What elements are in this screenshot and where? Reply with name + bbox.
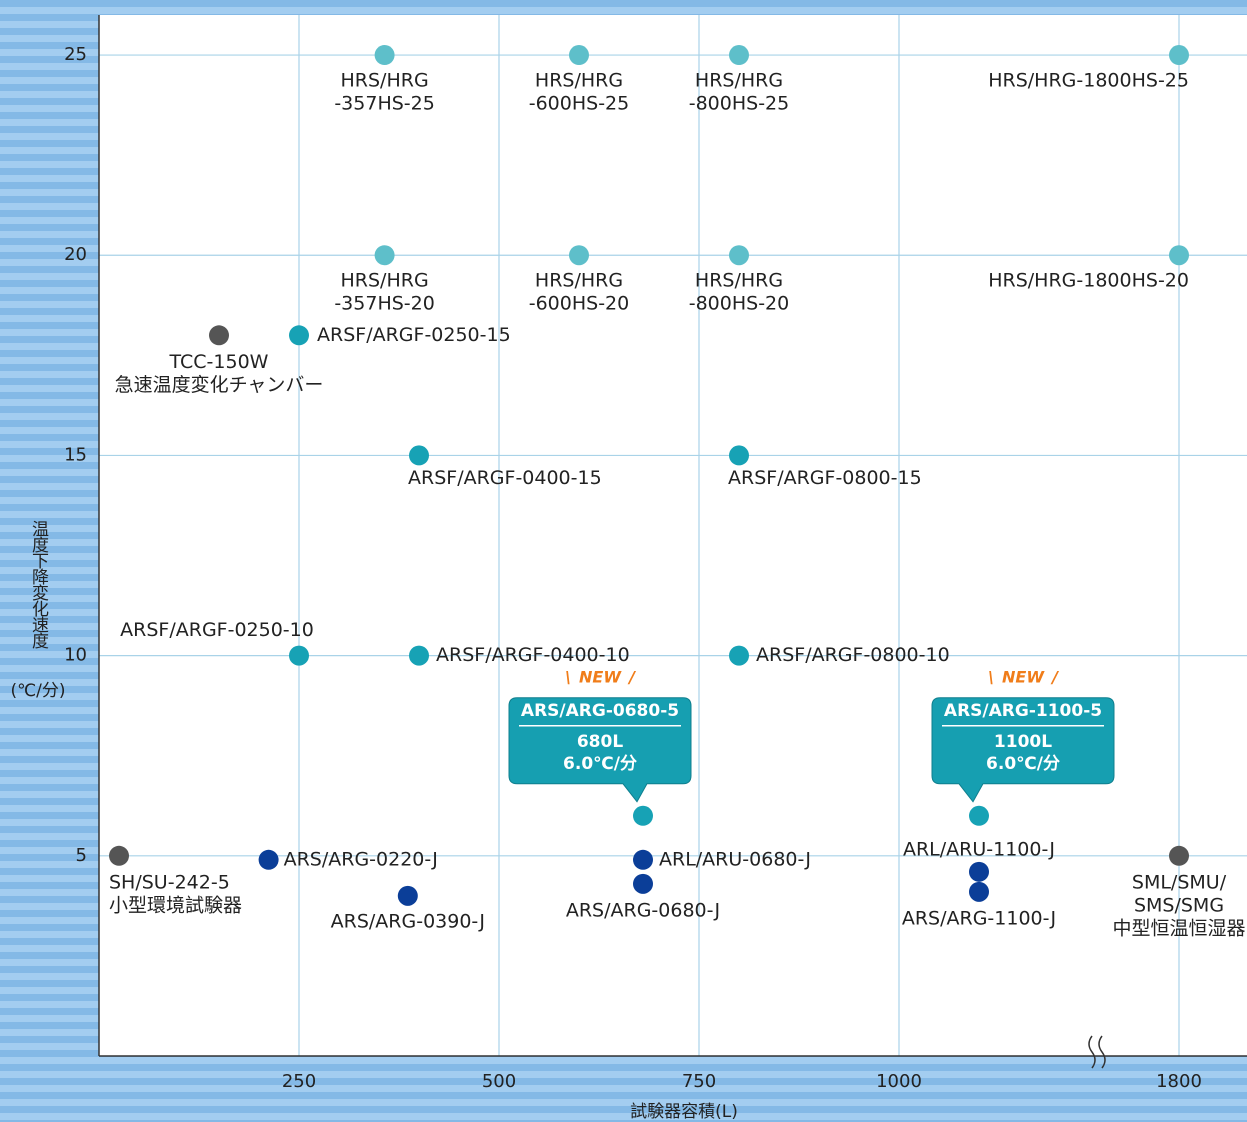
- point-label: ARS/ARG-1100-J: [902, 907, 1056, 929]
- callout-line: 1100L: [994, 732, 1052, 752]
- point-label: HRS/HRG-1800HS-25: [988, 70, 1189, 92]
- x-tick-label: 250: [282, 1071, 316, 1092]
- point-label: 小型環境試験器: [109, 894, 242, 916]
- point: [729, 445, 749, 466]
- point: [409, 445, 429, 466]
- point: [1169, 45, 1189, 66]
- point-label: HRS/HRG-1800HS-20: [988, 270, 1189, 292]
- x-tick-label: 750: [682, 1071, 716, 1092]
- point: [969, 881, 989, 902]
- plot-area: [99, 15, 1247, 1056]
- callout-badge-slash: /: [627, 667, 636, 686]
- point-label: HRS/HRG: [695, 270, 783, 292]
- point-label: ARS/ARG-0220-J: [284, 848, 438, 870]
- point-label: SMS/SMG: [1134, 894, 1224, 916]
- point-label: ARL/ARU-0680-J: [659, 848, 811, 870]
- point: [289, 645, 309, 666]
- point: [1169, 845, 1189, 866]
- axis-break: [1088, 1035, 1106, 1069]
- point-label: SML/SMU/: [1132, 871, 1227, 893]
- point: [1169, 245, 1189, 266]
- point-label: ARSF/ARGF-0250-15: [317, 324, 511, 346]
- point-label: HRS/HRG: [535, 70, 623, 92]
- y-axis-label: 温度下降変化速度: [28, 520, 49, 649]
- point: [969, 805, 989, 826]
- point: [409, 645, 429, 666]
- point-label: ARSF/ARGF-0800-15: [728, 467, 922, 489]
- point-label: ARL/ARU-1100-J: [903, 838, 1055, 860]
- point-label: HRS/HRG: [695, 70, 783, 92]
- point-label: -800HS-20: [689, 293, 790, 315]
- y-axis-unit: (℃/分): [10, 681, 65, 701]
- point-label: -600HS-20: [529, 293, 630, 315]
- x-tick-label: 500: [482, 1071, 516, 1092]
- point-label: TCC-150W: [169, 351, 269, 373]
- point: [729, 245, 749, 266]
- point-label: ARS/ARG-0390-J: [331, 910, 485, 932]
- y-tick-label: 15: [64, 444, 87, 465]
- point: [374, 45, 395, 66]
- point: [633, 873, 653, 894]
- callout-badge-slash: \: [565, 667, 571, 686]
- y-tick-label: 5: [76, 845, 87, 866]
- point-label: -600HS-25: [529, 93, 630, 115]
- point: [258, 849, 279, 870]
- point: [209, 325, 229, 346]
- point-label: ARSF/ARGF-0250-10: [120, 619, 314, 641]
- y-tick-label: 25: [64, 44, 87, 65]
- callout-line: 680L: [577, 732, 623, 752]
- point-label: SH/SU-242-5: [109, 871, 230, 893]
- x-tick-label: 1000: [876, 1071, 922, 1092]
- point-label: HRS/HRG: [341, 70, 429, 92]
- point: [969, 861, 989, 882]
- point: [633, 805, 653, 826]
- point: [569, 45, 589, 66]
- y-tick-label: 10: [64, 645, 87, 666]
- point: [374, 245, 395, 266]
- y-tick-label: 20: [64, 244, 87, 265]
- point-label: -800HS-25: [689, 93, 790, 115]
- point-label: -357HS-25: [334, 93, 435, 115]
- point-label: HRS/HRG: [341, 270, 429, 292]
- point-label: ARSF/ARGF-0400-10: [436, 644, 630, 666]
- point: [633, 849, 653, 870]
- callout-title: ARS/ARG-0680-5: [521, 701, 679, 721]
- point: [397, 885, 418, 906]
- x-axis-label: 試験器容積(L): [630, 1102, 738, 1122]
- x-tick-label: 1800: [1156, 1071, 1202, 1092]
- point-label: -357HS-20: [334, 293, 435, 315]
- point: [289, 325, 309, 346]
- callout-badge: NEW: [579, 667, 622, 686]
- callout-badge: NEW: [1002, 667, 1045, 686]
- point: [729, 45, 749, 66]
- point-label: HRS/HRG: [535, 270, 623, 292]
- callout-line: 6.0℃/分: [986, 754, 1060, 774]
- point-label: ARSF/ARGF-0400-15: [408, 467, 602, 489]
- grid: [99, 15, 1247, 1056]
- callout-badge-slash: /: [1050, 667, 1059, 686]
- callout-line: 6.0℃/分: [563, 754, 637, 774]
- callout-box: [931, 697, 1115, 803]
- callout-badge-slash: \: [988, 667, 994, 686]
- callout-box: [508, 697, 692, 803]
- point-label: ARSF/ARGF-0800-10: [756, 644, 950, 666]
- callout-title: ARS/ARG-1100-5: [944, 701, 1102, 721]
- point-label: 急速温度変化チャンバー: [115, 374, 324, 396]
- point: [109, 845, 129, 866]
- point-label: ARS/ARG-0680-J: [566, 899, 720, 921]
- point-label: 中型恒温恒湿器: [1112, 917, 1245, 939]
- point: [569, 245, 589, 266]
- point: [729, 645, 749, 666]
